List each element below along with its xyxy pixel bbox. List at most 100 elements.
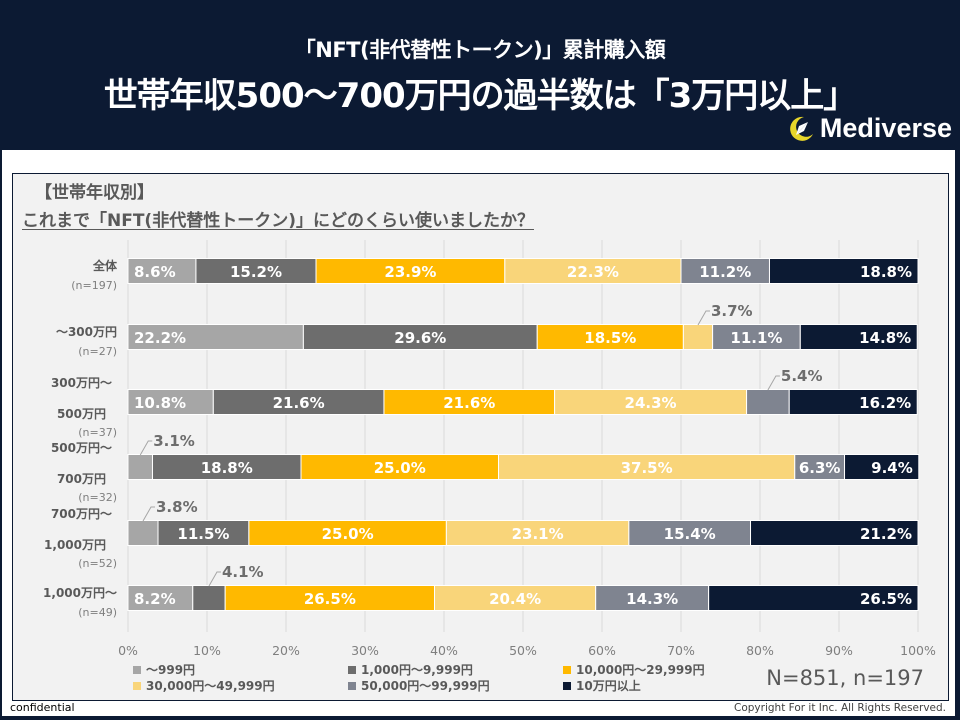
data-label: 4.1% bbox=[222, 563, 264, 581]
data-label: 11.2% bbox=[699, 263, 751, 281]
legend-swatch bbox=[133, 681, 141, 690]
data-label: 15.4% bbox=[664, 525, 716, 543]
data-label: 11.5% bbox=[177, 525, 229, 543]
category-label: 1,000万円～ bbox=[43, 586, 117, 600]
data-label: 8.6% bbox=[134, 263, 176, 281]
callout-leader-line bbox=[697, 310, 710, 326]
category-label: 500万円 bbox=[57, 407, 106, 421]
bar-segment bbox=[192, 585, 226, 611]
bar-segment bbox=[595, 585, 710, 611]
legend-label: ～999円 bbox=[146, 663, 196, 677]
x-tick-label: 20% bbox=[272, 643, 300, 658]
data-label: 3.7% bbox=[711, 302, 753, 320]
legend-label: 1,000円～9,999円 bbox=[361, 663, 473, 677]
header-banner: 「NFT(非代替性トークン)」累計購入額 世帯年収500～700万円の過半数は「… bbox=[0, 0, 960, 150]
bar-segment bbox=[195, 258, 317, 284]
bar-segment bbox=[248, 520, 447, 546]
category-label: 500万円～ bbox=[51, 441, 112, 455]
callout-leader-line bbox=[208, 571, 221, 587]
legend-label: 10万円以上 bbox=[576, 679, 641, 693]
confidential-label: confidential bbox=[10, 701, 75, 714]
copyright-text: Copyright For it Inc. All Rights Reserve… bbox=[734, 702, 946, 714]
legend-item: 30,000円～49,999円 bbox=[133, 677, 275, 694]
page-subtitle: 「NFT(非代替性トークン)」累計購入額 bbox=[294, 38, 666, 62]
category-label: 300万円～ bbox=[51, 376, 112, 390]
x-tick-label: 50% bbox=[509, 643, 537, 658]
data-label: 18.8% bbox=[201, 459, 253, 477]
data-label: 3.1% bbox=[153, 432, 195, 450]
legend-swatch bbox=[563, 665, 571, 674]
x-tick-label: 100% bbox=[900, 643, 936, 658]
question-text: これまで「NFT(非代替性トークン)」にどのくらい使いましたか？ bbox=[22, 211, 534, 231]
bar-segment bbox=[746, 389, 790, 415]
legend-swatch bbox=[563, 681, 571, 690]
data-label: 6.3% bbox=[799, 459, 841, 477]
bar-segment bbox=[224, 585, 436, 611]
mediverse-logo: Mediverse bbox=[786, 113, 952, 144]
x-tick-label: 90% bbox=[825, 643, 853, 658]
bar-segment bbox=[127, 520, 159, 546]
data-label: 21.6% bbox=[443, 394, 495, 412]
data-label: 22.2% bbox=[134, 329, 186, 347]
bar-segment bbox=[315, 258, 506, 284]
crescent-rocket-icon bbox=[790, 116, 813, 141]
category-label: 700万円～ bbox=[51, 507, 112, 521]
legend-item: ～999円 bbox=[133, 661, 195, 678]
bar-segment bbox=[794, 454, 846, 480]
data-label: 8.2% bbox=[134, 590, 176, 608]
bar-segment bbox=[788, 389, 918, 415]
data-label: 26.5% bbox=[860, 590, 912, 608]
data-label: 3.8% bbox=[156, 498, 198, 516]
data-label: 23.9% bbox=[384, 263, 436, 281]
legend-swatch bbox=[133, 665, 141, 674]
bar-segment bbox=[445, 520, 630, 546]
data-label: 14.8% bbox=[859, 329, 911, 347]
category-n-label: (n=49) bbox=[78, 606, 117, 619]
data-label: 11.1% bbox=[730, 329, 782, 347]
data-label: 37.5% bbox=[621, 459, 673, 477]
category-label: ～300万円 bbox=[56, 325, 117, 339]
data-label: 20.4% bbox=[489, 590, 541, 608]
data-label: 5.4% bbox=[781, 367, 823, 385]
category-n-label: (n=197) bbox=[71, 279, 117, 292]
legend-label: 50,000円～99,999円 bbox=[361, 679, 490, 693]
data-label: 26.5% bbox=[304, 590, 356, 608]
category-n-label: (n=52) bbox=[78, 557, 117, 570]
data-label: 14.3% bbox=[626, 590, 678, 608]
legend-label: 10,000円～29,999円 bbox=[576, 663, 705, 677]
page-title: 世帯年収500～700万円の過半数は「3万円以上」 bbox=[103, 76, 858, 116]
legend-swatch bbox=[348, 681, 356, 690]
bar-segment bbox=[127, 258, 197, 284]
category-n-label: (n=27) bbox=[78, 345, 117, 358]
data-label: 21.6% bbox=[273, 394, 325, 412]
x-tick-label: 80% bbox=[746, 643, 774, 658]
bar-segment bbox=[799, 324, 918, 350]
logo-text: Mediverse bbox=[819, 113, 952, 143]
callout-leader-line bbox=[139, 440, 153, 456]
x-tick-label: 0% bbox=[118, 643, 138, 658]
data-label: 25.0% bbox=[374, 459, 426, 477]
bar-segment bbox=[127, 324, 304, 350]
data-label: 18.8% bbox=[860, 263, 912, 281]
data-label: 22.3% bbox=[567, 263, 619, 281]
data-label: 15.2% bbox=[230, 263, 282, 281]
sample-size-note: N=851, n=197 bbox=[766, 666, 924, 690]
bar-segment bbox=[628, 520, 752, 546]
category-n-label: (n=32) bbox=[78, 491, 117, 504]
callout-leader-line bbox=[767, 375, 780, 391]
legend-label: 30,000円～49,999円 bbox=[146, 679, 275, 693]
data-label: 16.2% bbox=[859, 394, 911, 412]
data-label: 29.6% bbox=[394, 329, 446, 347]
data-label: 24.3% bbox=[625, 394, 677, 412]
bar-segment bbox=[712, 324, 801, 350]
category-label: 全体 bbox=[92, 258, 118, 273]
bar-segment bbox=[151, 454, 302, 480]
bar-segment bbox=[498, 454, 796, 480]
data-label: 10.8% bbox=[134, 394, 186, 412]
x-tick-label: 10% bbox=[193, 643, 221, 658]
category-label: 1,000万円 bbox=[44, 538, 106, 552]
data-label: 23.1% bbox=[512, 525, 564, 543]
x-tick-label: 40% bbox=[430, 643, 458, 658]
data-label: 25.0% bbox=[322, 525, 374, 543]
